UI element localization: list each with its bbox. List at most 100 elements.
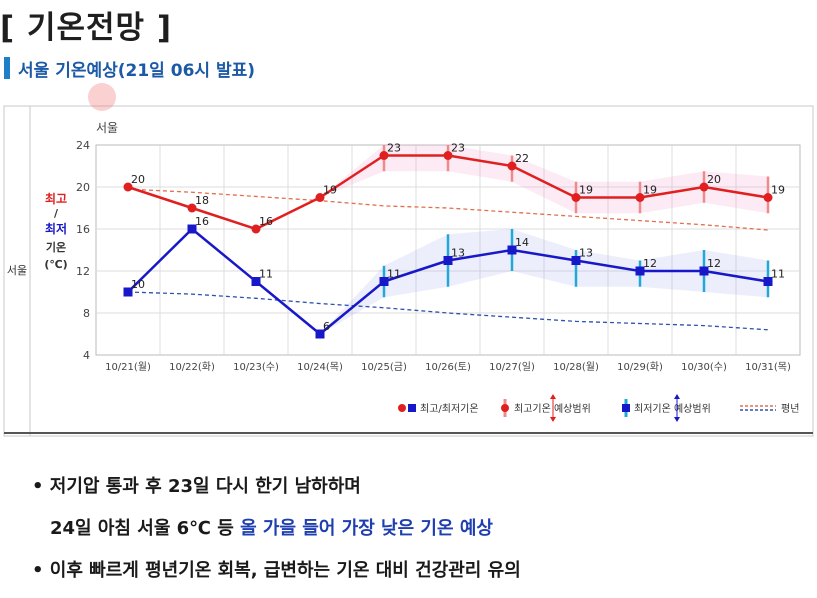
data-labels: 20 18 16 19 23 23 22 19 19 20 19 10 16 11 6 11 13 14 13 12 1… — [131, 142, 785, 334]
max-point — [123, 182, 133, 192]
min-point — [379, 277, 389, 286]
legend-item-max-range: 최고기온 예상범위 — [501, 394, 591, 422]
x-tick-label: 10/25(금) — [361, 361, 407, 373]
max-data-label: 16 — [259, 215, 273, 228]
x-axis-ticks: 10/21(월) 10/22(화) 10/23(수) 10/24(목) 10/25(금)… — [105, 361, 791, 373]
max-data-label: 19 — [579, 184, 593, 197]
min-point — [635, 266, 645, 276]
legend-item-max-min: 최고/최저기온 — [398, 403, 479, 415]
x-tick-label: 10/23(수) — [233, 361, 279, 373]
min-data-label: 11 — [771, 268, 785, 281]
min-data-label: 16 — [195, 215, 209, 228]
series-markers — [123, 151, 773, 339]
min-data-label: 12 — [643, 257, 657, 270]
subtitle-accent-bar — [4, 57, 10, 79]
y-title-max: 최고 — [45, 191, 67, 206]
y-tick-label: 20 — [76, 181, 90, 194]
min-data-label: 11 — [387, 268, 401, 281]
y-title-temp: 기온 — [46, 240, 66, 254]
max-point — [699, 182, 709, 192]
max-point — [443, 151, 453, 160]
min-data-label: 6 — [323, 320, 330, 333]
max-range-band — [320, 145, 768, 214]
chart-region-label: 서울 — [96, 121, 118, 135]
x-tick-label: 10/30(수) — [681, 361, 727, 373]
normal-lines — [127, 188, 769, 331]
y-axis-ticks: 4 8 12 16 20 24 — [76, 139, 90, 362]
min-range-band — [320, 229, 768, 334]
max-data-label: 18 — [195, 194, 209, 207]
x-tick-label: 10/24(목) — [297, 361, 343, 373]
legend-item-normal: 평년 — [740, 403, 799, 415]
x-tick-label: 10/26(토) — [425, 362, 471, 373]
y-tick-label: 24 — [76, 139, 90, 152]
min-point — [315, 329, 325, 339]
bullet-line-2: 24일 아침 서울 6℃ 등 올 가을 들어 가장 낮은 기온 예상 — [50, 514, 493, 540]
max-data-label: 20 — [131, 173, 145, 186]
bullet-3-text: 이후 빠르게 평년기온 회복, 급변하는 기온 대비 건강관리 유의 — [49, 560, 521, 581]
max-data-label: 20 — [707, 173, 721, 186]
max-data-label: 19 — [323, 184, 337, 197]
max-data-label: 19 — [643, 184, 657, 197]
cursor-highlight — [88, 83, 116, 111]
min-data-label: 13 — [579, 247, 593, 260]
max-point — [379, 151, 389, 160]
bullet-line-3: • 이후 빠르게 평년기온 회복, 급변하는 기온 대비 건강관리 유의 — [32, 560, 521, 581]
min-data-label: 12 — [707, 257, 721, 270]
max-data-label: 22 — [515, 152, 529, 165]
legend-label-max-range: 최고기온 예상범위 — [514, 402, 591, 415]
x-tick-label: 10/21(월) — [105, 361, 151, 373]
y-tick-label: 8 — [83, 307, 90, 320]
min-data-label: 11 — [259, 268, 273, 281]
max-data-label: 23 — [387, 142, 401, 155]
x-tick-label: 10/29(화) — [617, 361, 663, 373]
y-tick-label: 4 — [83, 349, 90, 362]
legend-label-min-range: 최저기온 예상범위 — [634, 402, 711, 415]
legend-label-normal: 평년 — [781, 403, 799, 415]
max-data-label: 23 — [451, 142, 465, 155]
min-point — [187, 224, 197, 234]
y-tick-label: 16 — [76, 223, 90, 236]
legend: 최고/최저기온 최고기온 예상범위 최저기온 예상범위 평년 — [398, 394, 799, 422]
chart-subtitle: 서울 기온예상(21일 06시 발표) — [18, 61, 256, 81]
bullet-line-1: • 저기압 통과 후 23일 다시 한기 남하하며 — [32, 476, 361, 497]
y-axis-title: 최고 / 최저 기온 (℃) — [44, 191, 67, 271]
x-tick-label: 10/27(일) — [489, 361, 535, 373]
min-data-label: 14 — [515, 236, 529, 249]
normal-min-line — [127, 291, 769, 331]
min-point — [763, 277, 773, 286]
bullet-1-text: 저기압 통과 후 23일 다시 한기 남하하며 — [49, 476, 361, 497]
max-point — [763, 193, 773, 202]
x-tick-label: 10/28(월) — [553, 361, 599, 373]
max-point — [571, 193, 581, 202]
min-point — [507, 245, 517, 255]
legend-item-min-range: 최저기온 예상범위 — [622, 394, 711, 422]
min-point — [123, 287, 133, 297]
min-data-label: 10 — [131, 278, 145, 291]
y-title-min: 최저 — [45, 221, 67, 236]
max-point — [507, 161, 517, 171]
x-tick-label: 10/31(목) — [745, 361, 791, 373]
page-title: [ 기온전망 ] — [0, 10, 173, 46]
max-point — [187, 203, 197, 213]
min-point — [699, 266, 709, 276]
x-tick-label: 10/22(화) — [169, 361, 215, 373]
min-data-label: 13 — [451, 247, 465, 260]
legend-label-max-min: 최고/최저기온 — [420, 403, 479, 415]
max-point — [315, 193, 325, 202]
bullet-2-prefix: 24일 아침 서울 6℃ 등 — [50, 518, 241, 539]
y-tick-label: 12 — [76, 265, 90, 278]
row-label: 서울 — [7, 264, 27, 277]
temperature-chart: 서울 서울 최고 / 최저 기온 (℃) 4 8 12 16 20 24 10/21(월)… — [3, 105, 814, 437]
max-point — [251, 224, 261, 234]
y-title-unit: (℃) — [44, 258, 67, 271]
range-bands — [320, 145, 768, 334]
min-point — [251, 277, 261, 286]
max-data-label: 19 — [771, 184, 785, 197]
min-point — [443, 256, 453, 265]
bullet-2-highlight: 올 가을 들어 가장 낮은 기온 예상 — [240, 518, 493, 539]
y-title-slash: / — [54, 207, 59, 220]
max-point — [635, 193, 645, 202]
normal-max-line — [127, 188, 769, 231]
min-point — [571, 256, 581, 265]
